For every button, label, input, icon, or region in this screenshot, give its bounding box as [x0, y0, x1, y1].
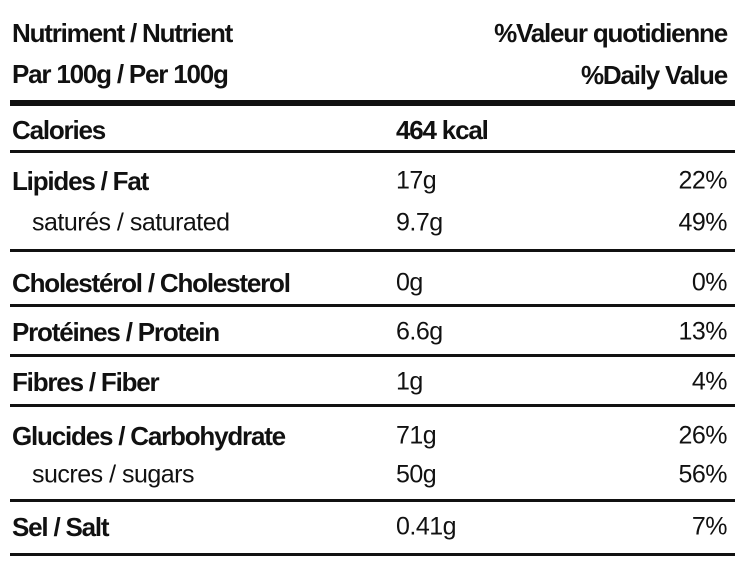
amount: 0.41g: [396, 512, 457, 541]
row-rule: [10, 499, 735, 502]
row-rule: [10, 354, 735, 357]
header-left: Par 100g / Per 100g: [12, 59, 229, 89]
row-rule: [10, 150, 735, 153]
daily-value: 0%: [691, 268, 728, 297]
header-right: %Valeur quotidienne: [494, 18, 728, 48]
amount: 1g: [396, 367, 423, 396]
row-rule: [10, 404, 735, 407]
nutrient-label: Lipides / Fat: [12, 166, 149, 196]
thick-rule: [10, 100, 735, 106]
daily-value: 22%: [678, 166, 727, 195]
row-rule: [10, 249, 735, 252]
daily-value: 7%: [691, 512, 728, 541]
nutrient-label: Glucides / Carbohydrate: [12, 421, 286, 451]
nutrient-label: Fibres / Fiber: [12, 367, 160, 397]
row-rule: [10, 304, 735, 307]
daily-value: 56%: [678, 460, 727, 489]
amount: 50g: [396, 460, 437, 489]
amount: 9.7g: [396, 208, 443, 237]
amount: 464 kcal: [396, 115, 489, 145]
daily-value: 26%: [678, 421, 727, 450]
header-left: Nutriment / Nutrient: [12, 18, 233, 48]
nutrient-label: Sel / Salt: [12, 512, 110, 542]
nutrient-label: Calories: [12, 115, 106, 145]
nutrient-label: saturés / saturated: [32, 208, 230, 237]
amount: 71g: [396, 421, 437, 450]
daily-value: 4%: [691, 367, 728, 396]
amount: 17g: [396, 166, 437, 195]
row-rule: [10, 553, 735, 556]
nutrient-label: Cholestérol / Cholesterol: [12, 268, 291, 298]
daily-value: 49%: [678, 208, 727, 237]
nutrient-label: Protéines / Protein: [12, 317, 220, 347]
amount: 0g: [396, 268, 423, 297]
nutrient-label: sucres / sugars: [32, 460, 195, 489]
header-right: %Daily Value: [580, 60, 728, 90]
amount: 6.6g: [396, 317, 443, 346]
daily-value: 13%: [678, 317, 727, 346]
